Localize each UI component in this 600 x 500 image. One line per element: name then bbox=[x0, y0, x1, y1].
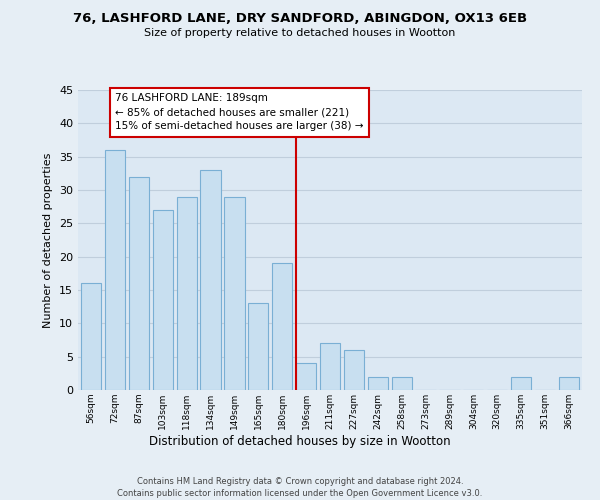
Bar bbox=[129, 176, 149, 390]
Bar bbox=[248, 304, 268, 390]
Bar bbox=[344, 350, 364, 390]
Bar bbox=[368, 376, 388, 390]
Text: Distribution of detached houses by size in Wootton: Distribution of detached houses by size … bbox=[149, 435, 451, 448]
Bar bbox=[392, 376, 412, 390]
Bar bbox=[320, 344, 340, 390]
Bar bbox=[224, 196, 245, 390]
Text: 76, LASHFORD LANE, DRY SANDFORD, ABINGDON, OX13 6EB: 76, LASHFORD LANE, DRY SANDFORD, ABINGDO… bbox=[73, 12, 527, 26]
Bar bbox=[152, 210, 173, 390]
Text: Size of property relative to detached houses in Wootton: Size of property relative to detached ho… bbox=[145, 28, 455, 38]
Bar bbox=[176, 196, 197, 390]
Bar bbox=[105, 150, 125, 390]
Y-axis label: Number of detached properties: Number of detached properties bbox=[43, 152, 53, 328]
Bar bbox=[81, 284, 101, 390]
Bar bbox=[296, 364, 316, 390]
Bar bbox=[559, 376, 579, 390]
Text: Contains HM Land Registry data © Crown copyright and database right 2024.: Contains HM Land Registry data © Crown c… bbox=[137, 478, 463, 486]
Bar bbox=[272, 264, 292, 390]
Bar bbox=[511, 376, 531, 390]
Text: Contains public sector information licensed under the Open Government Licence v3: Contains public sector information licen… bbox=[118, 489, 482, 498]
Bar bbox=[200, 170, 221, 390]
Text: 76 LASHFORD LANE: 189sqm
← 85% of detached houses are smaller (221)
15% of semi-: 76 LASHFORD LANE: 189sqm ← 85% of detach… bbox=[115, 94, 364, 132]
